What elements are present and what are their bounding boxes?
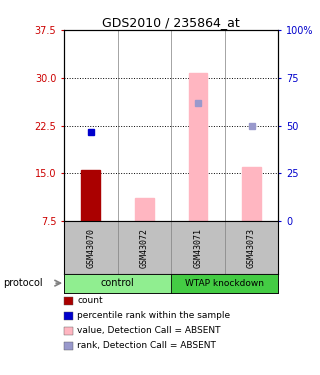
Bar bbox=[188, 73, 207, 221]
Text: count: count bbox=[77, 296, 103, 305]
Text: control: control bbox=[101, 278, 134, 288]
Text: GSM43070: GSM43070 bbox=[86, 228, 95, 267]
Bar bbox=[135, 198, 154, 221]
Text: protocol: protocol bbox=[3, 278, 43, 288]
Bar bbox=[81, 170, 100, 221]
Text: WTAP knockdown: WTAP knockdown bbox=[185, 279, 264, 288]
Bar bbox=[64, 274, 171, 292]
Text: GSM43073: GSM43073 bbox=[247, 228, 256, 267]
Text: GSM43072: GSM43072 bbox=[140, 228, 149, 267]
Text: percentile rank within the sample: percentile rank within the sample bbox=[77, 311, 231, 320]
Title: GDS2010 / 235864_at: GDS2010 / 235864_at bbox=[102, 16, 240, 29]
Bar bbox=[171, 274, 278, 292]
Bar bbox=[242, 167, 261, 221]
Text: value, Detection Call = ABSENT: value, Detection Call = ABSENT bbox=[77, 326, 221, 335]
Text: rank, Detection Call = ABSENT: rank, Detection Call = ABSENT bbox=[77, 341, 216, 350]
Text: GSM43071: GSM43071 bbox=[194, 228, 203, 267]
